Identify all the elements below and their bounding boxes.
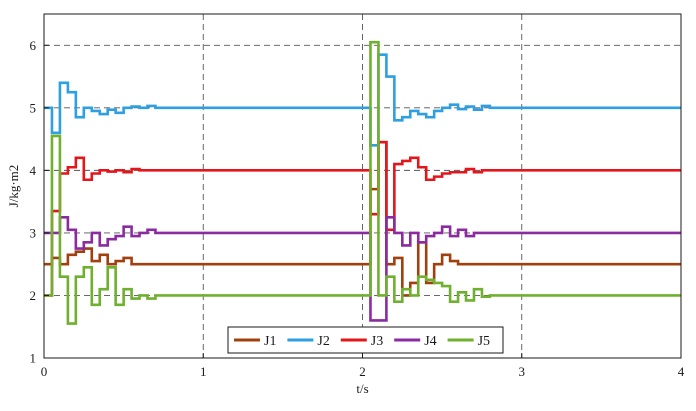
- y-tick-label: 1: [30, 351, 37, 366]
- series-line-j2: [44, 53, 681, 147]
- y-axis-label: J/kg·m2: [6, 165, 21, 208]
- y-tick-label: 6: [30, 38, 37, 53]
- legend-label-j3: J3: [371, 334, 383, 349]
- legend-label-j4: J4: [424, 334, 436, 349]
- legend: J1 J2 J3 J4 J5: [227, 326, 504, 354]
- series-lines: [44, 40, 681, 325]
- x-tick-label: 1: [200, 364, 207, 379]
- y-tick-label: 5: [30, 100, 37, 115]
- y-tick-label: 3: [30, 225, 37, 240]
- series-line-j3: [44, 140, 681, 297]
- x-tick-label: 4: [678, 364, 685, 379]
- grid-lines: [44, 14, 681, 358]
- legend-label-j1: J1: [264, 334, 276, 349]
- x-tick-label: 3: [519, 364, 526, 379]
- x-axis-label: t/s: [356, 381, 368, 396]
- legend-label-j2: J2: [317, 334, 329, 349]
- x-tick-label: 0: [41, 364, 48, 379]
- series-line-j5: [44, 40, 681, 325]
- y-tick-label: 2: [30, 288, 37, 303]
- x-tick-label: 2: [359, 364, 366, 379]
- legend-label-j5: J5: [478, 334, 490, 349]
- y-tick-label: 4: [30, 163, 37, 178]
